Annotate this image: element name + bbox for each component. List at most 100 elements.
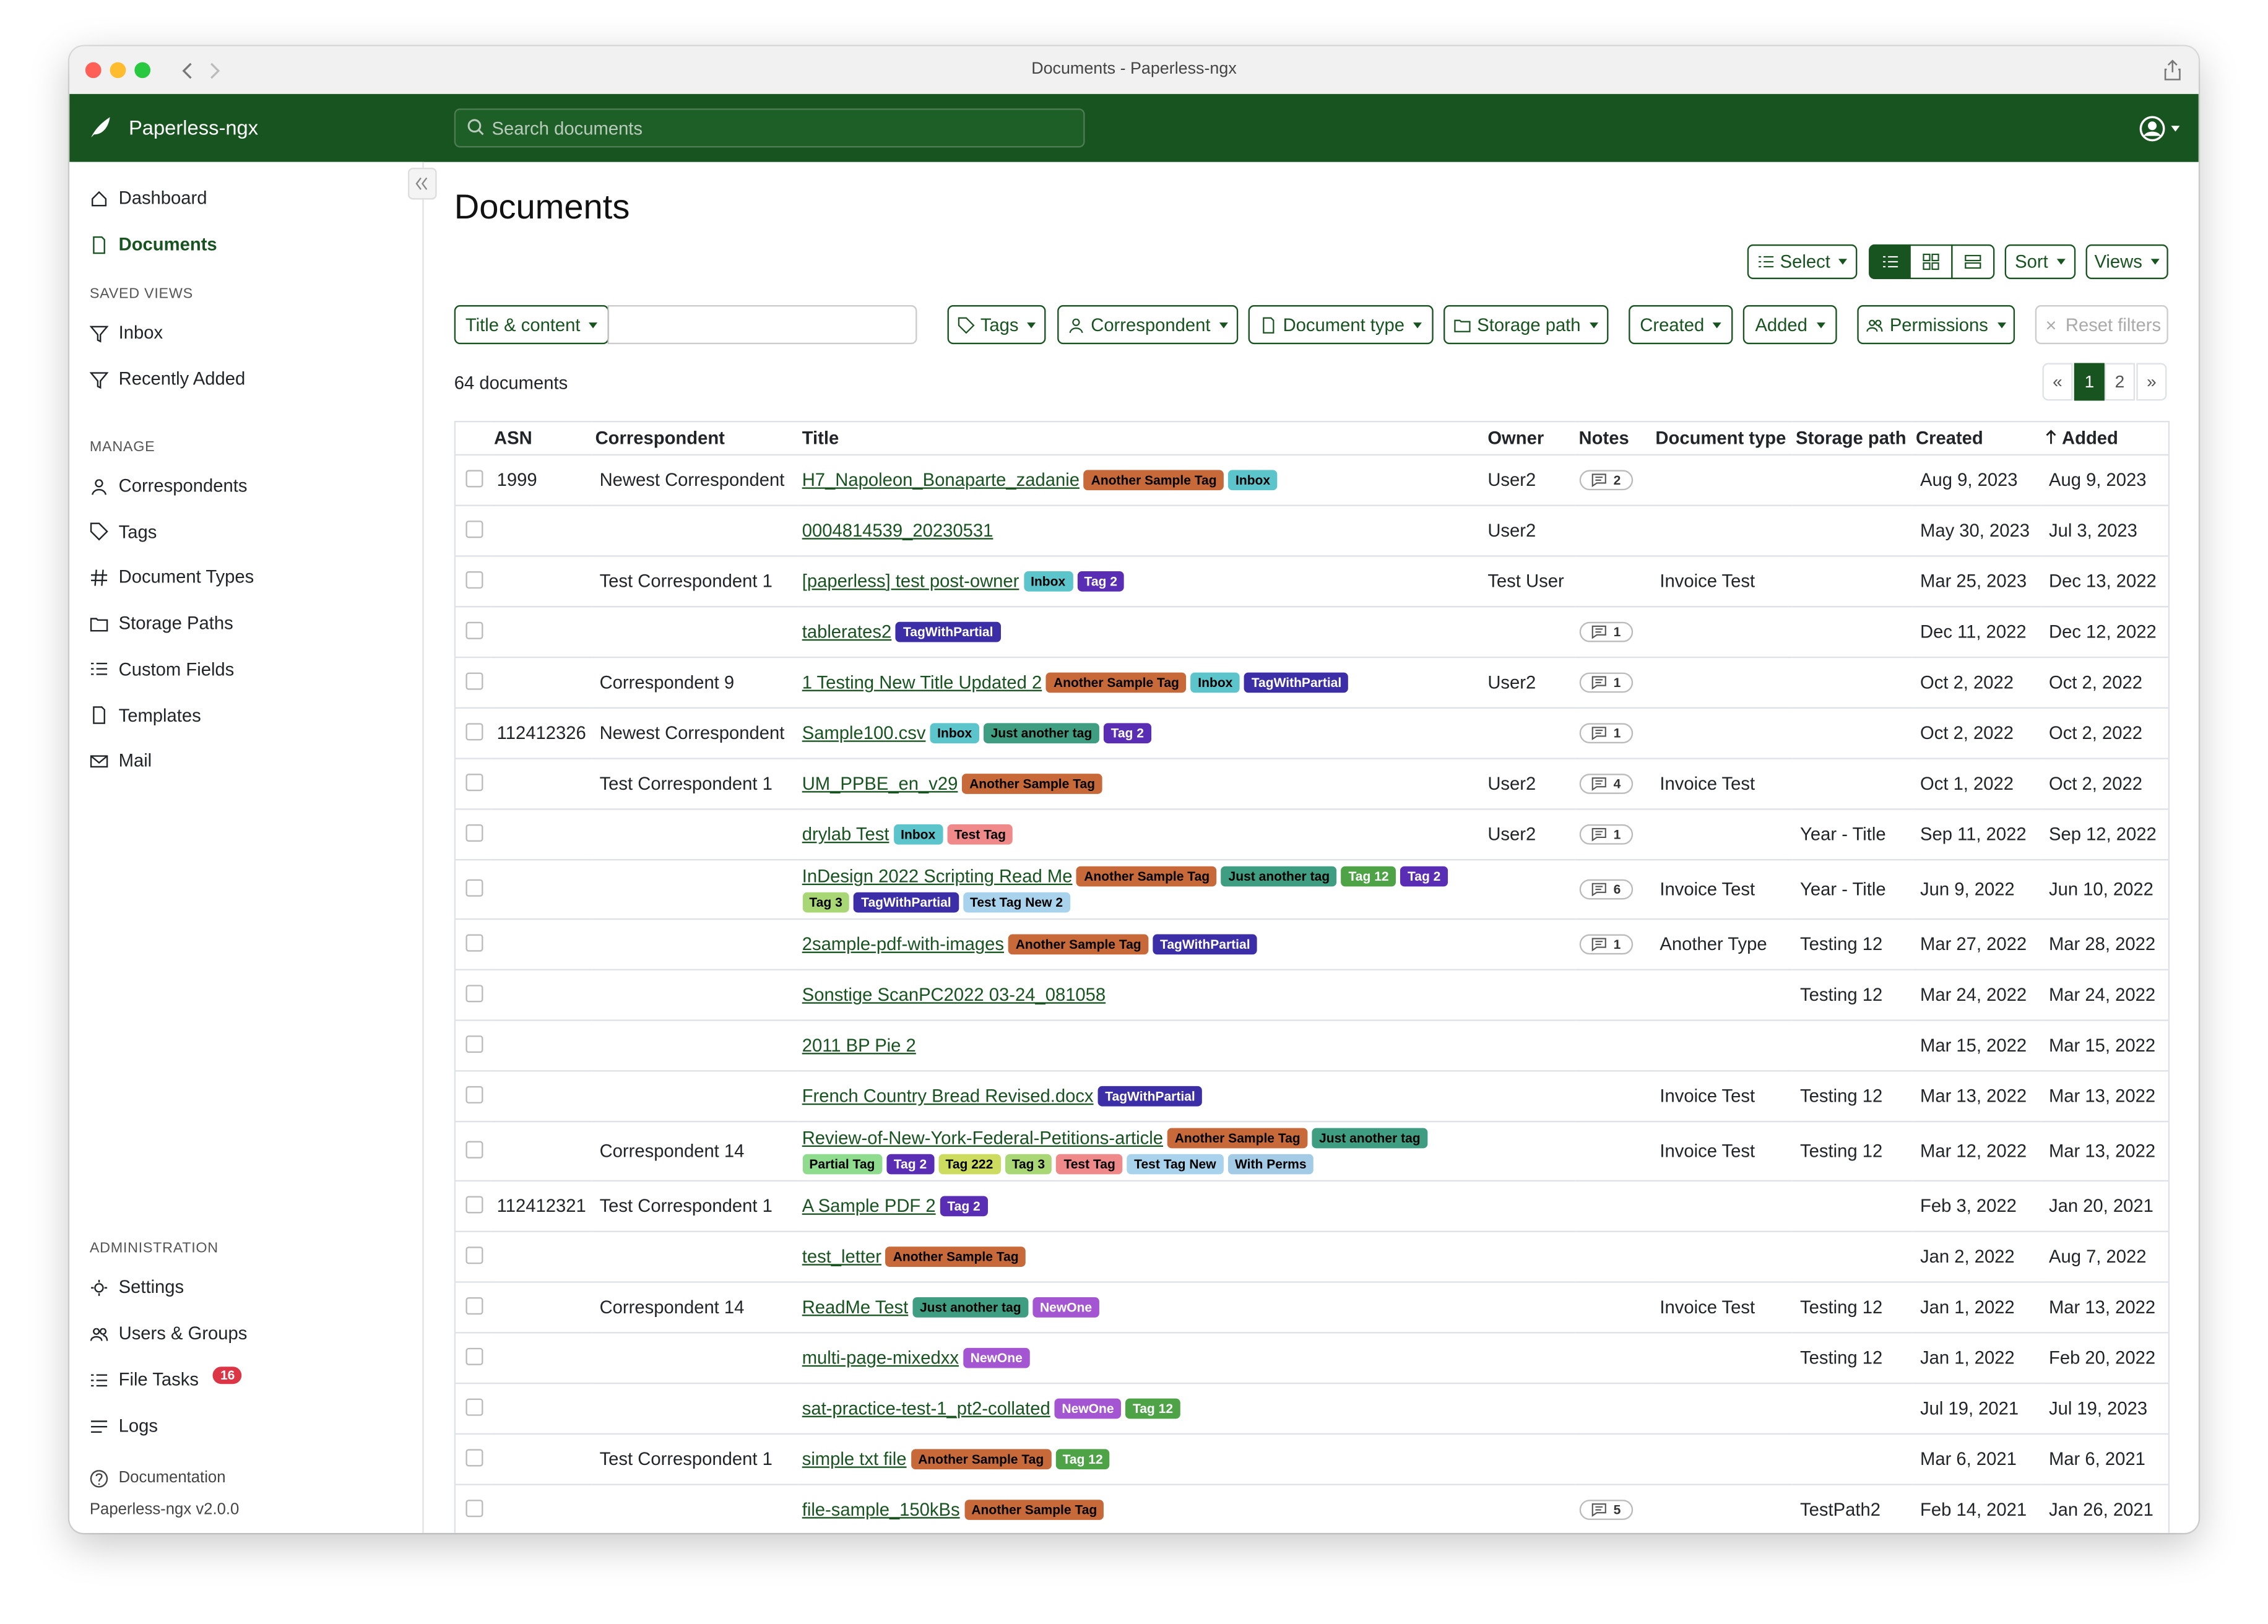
column-header[interactable]: Owner [1483,421,1575,456]
tag-badge[interactable]: Another Sample Tag [964,1500,1104,1520]
document-row[interactable]: 0004814539_20230531 User2 May 30, 2023 Jul … [454,505,2169,557]
document-title[interactable]: Sonstige ScanPC2022 03-24_081058 [802,985,1106,1006]
row-checkbox[interactable] [465,1195,483,1213]
row-checkbox[interactable] [465,1448,483,1466]
row-checkbox[interactable] [465,1246,483,1264]
nav-item[interactable]: Logs [90,1413,158,1439]
filter-button[interactable]: Permissions [1857,305,2015,345]
tag-badge[interactable]: TagWithPartial [854,892,959,913]
nav-item[interactable]: Inbox [89,319,163,345]
row-checkbox[interactable] [465,1085,483,1103]
tag-badge[interactable]: Inbox [893,824,943,845]
row-checkbox[interactable] [465,520,483,538]
nav-item[interactable]: Document Types [90,564,254,590]
logo[interactable] [89,116,111,139]
document-row[interactable]: file-sample_150kBs Another Sample Tag 5 Tes… [454,1484,2169,1533]
tag-badge[interactable]: Test Tag New [1127,1154,1224,1175]
nav-item[interactable]: Correspondents [90,473,247,499]
nav-item[interactable]: Dashboard [90,185,207,211]
minimize-button[interactable] [110,62,126,79]
document-row[interactable]: Test Correspondent 1 UM_PPBE_en_v29 Anothe… [454,758,2169,810]
column-header[interactable]: Document type [1651,421,1792,456]
document-title[interactable]: A Sample PDF 2 [802,1196,936,1217]
document-row[interactable]: 112412326 Newest Correspondent Sample100.c… [454,707,2169,759]
document-row[interactable]: French Country Bread Revised.docx TagWith… [454,1071,2169,1123]
notes-badge[interactable]: 2 [1578,469,1633,490]
notes-badge[interactable]: 6 [1578,878,1633,899]
document-row[interactable]: Correspondent 9 1 Testing New Title Updat… [454,657,2169,709]
tag-badge[interactable]: Another Sample Tag [1167,1128,1308,1149]
tag-badge[interactable]: Inbox [930,723,979,744]
document-title[interactable]: test_letter [802,1246,881,1267]
document-row[interactable]: 1999 Newest Correspondent H7_Napoleon_Bona… [454,454,2169,506]
nav-item[interactable]: Tags [90,519,157,545]
document-title[interactable]: InDesign 2022 Scripting Read Me [802,866,1073,887]
user-menu[interactable] [2138,114,2184,144]
page-link[interactable]: 1 [2074,363,2105,401]
nav-item[interactable]: Mail [90,748,152,774]
nav-arrows[interactable] [180,61,223,81]
reset-filters[interactable]: Reset filters [2035,305,2168,345]
notes-badge[interactable]: 1 [1578,823,1633,844]
row-checkbox[interactable] [465,823,483,841]
tag-badge[interactable]: Tag 12 [1341,866,1396,887]
document-row[interactable]: Correspondent 14 ReadMe Test Just another … [454,1282,2169,1334]
tag-badge[interactable]: TagWithPartial [1097,1086,1203,1107]
tag-badge[interactable]: Tag 222 [938,1154,1000,1175]
row-checkbox[interactable] [465,621,483,639]
row-checkbox[interactable] [465,933,483,951]
row-checkbox[interactable] [465,1140,483,1158]
tag-badge[interactable]: Tag 2 [886,1154,934,1175]
document-row[interactable]: 2sample-pdf-with-images Another Sample Ta… [454,918,2169,970]
nav-item[interactable]: Templates [90,702,201,728]
document-title[interactable]: simple txt file [802,1449,907,1470]
filter-button[interactable]: Document type [1248,305,1434,345]
notes-badge[interactable]: 4 [1578,772,1633,793]
tag-badge[interactable]: Just another tag [912,1297,1029,1318]
tag-badge[interactable]: Another Sample Tag [911,1449,1051,1470]
tag-badge[interactable]: Tag 2 [1103,723,1151,744]
tag-badge[interactable]: Just another tag [983,723,1099,744]
collapse-button[interactable] [407,168,437,200]
notes-badge[interactable]: 5 [1578,1499,1633,1519]
document-title[interactable]: 1 Testing New Title Updated 2 [802,672,1042,693]
tag-badge[interactable]: Tag 2 [1076,571,1125,592]
row-checkbox[interactable] [465,1347,483,1365]
row-checkbox[interactable] [465,1499,483,1517]
tag-badge[interactable]: Test Tag [1056,1154,1123,1175]
nav-item[interactable]: Settings [90,1274,184,1300]
search-box[interactable]: Search documents [454,108,1085,148]
row-checkbox[interactable] [465,1296,483,1314]
document-row[interactable]: multi-page-mixedxx NewOne Testing 12 Jan 1,… [454,1332,2169,1384]
tag-badge[interactable]: Test Tag [946,824,1013,845]
page-link[interactable]: 2 [2104,363,2136,401]
tag-badge[interactable]: Another Sample Tag [1046,672,1187,693]
nav-item[interactable]: Storage Paths [90,610,233,636]
document-row[interactable]: InDesign 2022 Scripting Read Me Another S… [454,860,2169,920]
close-button[interactable] [85,62,102,79]
tag-badge[interactable]: TagWithPartial [896,621,1001,642]
document-title[interactable]: Review-of-New-York-Federal-Petitions-art… [802,1128,1164,1149]
notes-badge[interactable]: 1 [1578,933,1633,954]
column-header[interactable]: Added [2040,421,2169,456]
document-row[interactable]: Sonstige ScanPC2022 03-24_081058 Testing … [454,969,2169,1021]
document-row[interactable]: 112412321 Test Correspondent 1 A Sample PD… [454,1180,2169,1232]
tag-badge[interactable]: Tag 2 [1400,866,1448,887]
tag-badge[interactable]: Tag 3 [802,892,850,913]
document-title[interactable]: 2sample-pdf-with-images [802,934,1005,955]
document-title[interactable]: H7_Napoleon_Bonaparte_zadanie [802,470,1080,491]
column-header[interactable]: Created [1911,421,2040,456]
document-title[interactable]: file-sample_150kBs [802,1500,960,1520]
tag-badge[interactable]: Another Sample Tag [1008,934,1149,955]
tag-badge[interactable]: Tag 12 [1055,1449,1110,1470]
document-row[interactable]: Test Correspondent 1 [paperless] test pos… [454,556,2169,608]
document-title[interactable]: 2011 BP Pie 2 [802,1035,916,1056]
document-row[interactable]: Test Correspondent 1 simple txt file Anoth… [454,1433,2169,1485]
document-row[interactable]: 2011 BP Pie 2 Mar 15, 2022 Mar 15, 2022 [454,1020,2169,1072]
text-filter-input[interactable] [607,305,917,345]
column-header[interactable]: Notes [1574,421,1651,456]
nav-item[interactable]: Documentation [90,1465,226,1491]
document-title[interactable]: sat-practice-test-1_pt2-collated [802,1398,1050,1419]
filter-button[interactable]: Storage path [1443,305,1609,345]
tag-badge[interactable]: Tag 3 [1005,1154,1052,1175]
